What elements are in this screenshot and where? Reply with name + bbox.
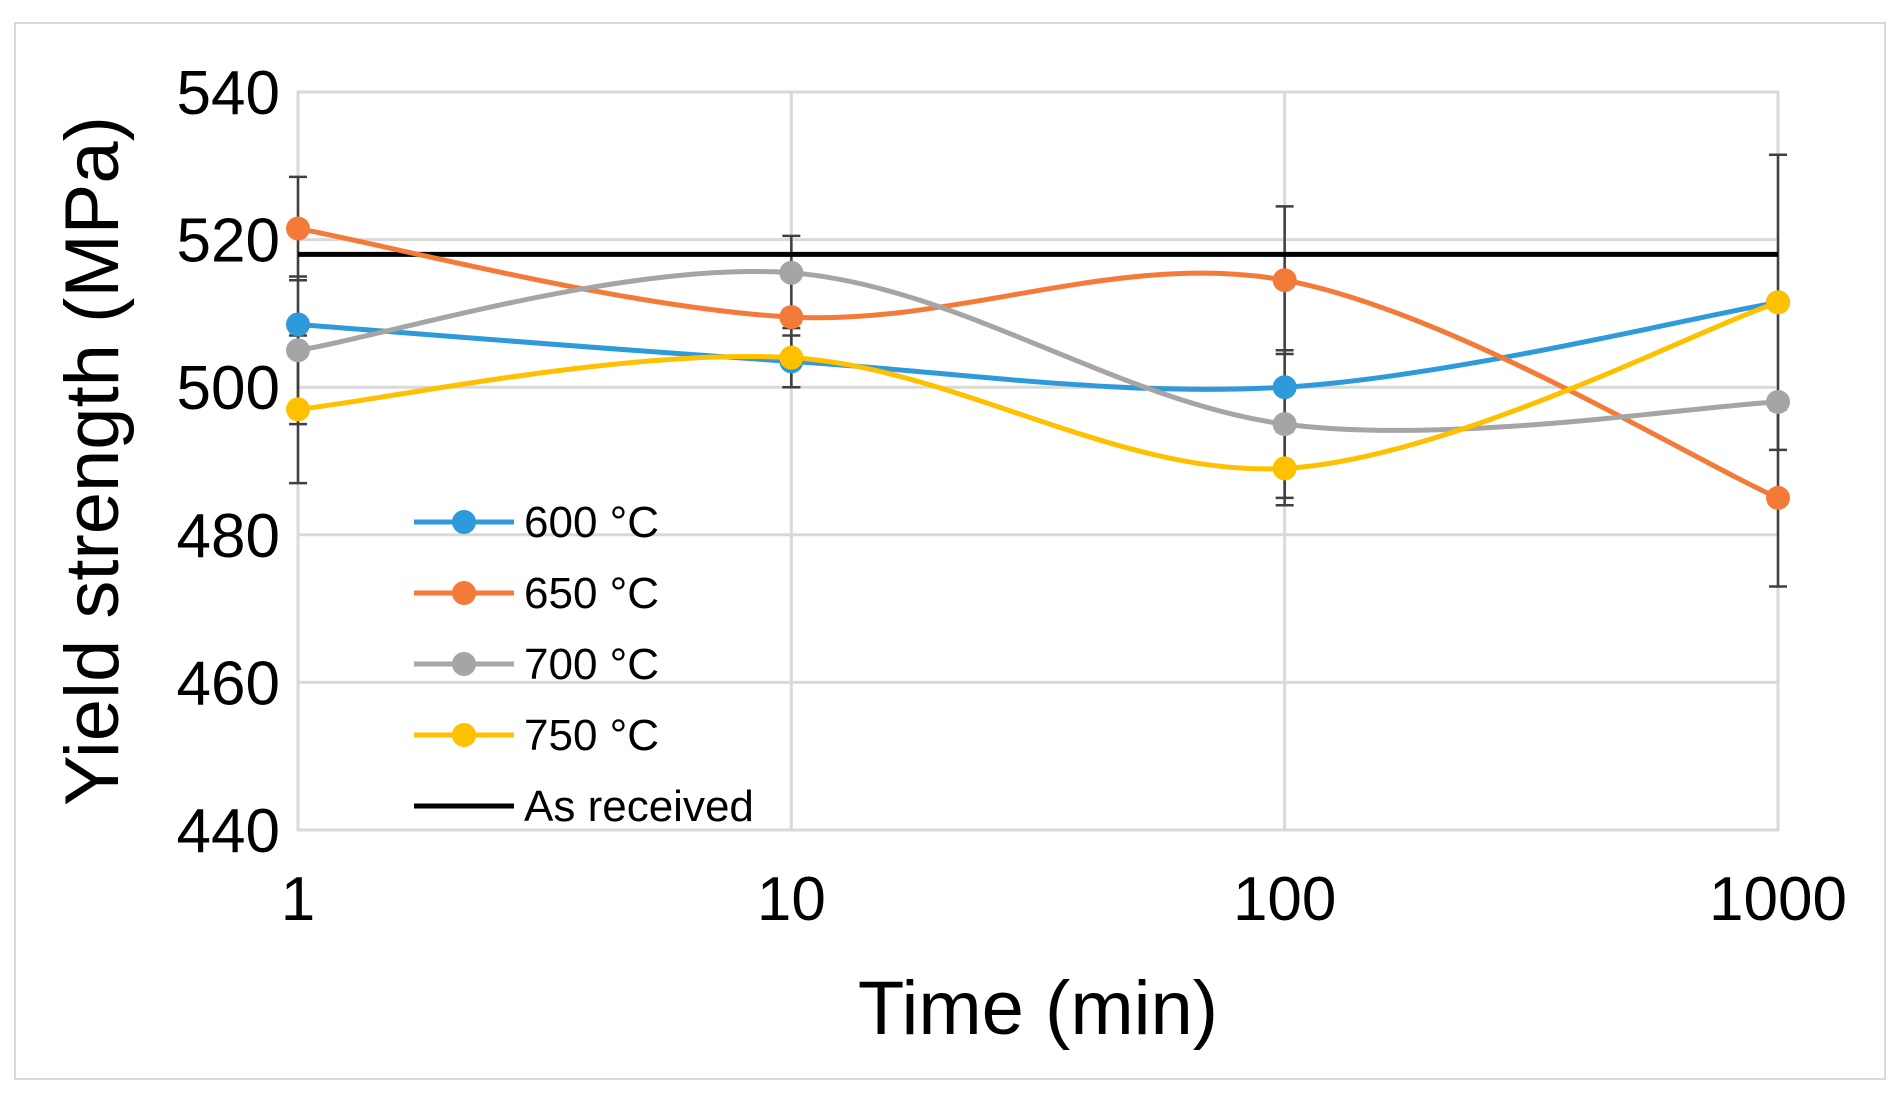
y-tick-label: 480 <box>177 502 280 571</box>
legend-label-750-c: 750 °C <box>524 711 659 760</box>
data-point-750-c <box>779 345 804 370</box>
data-point-700-c <box>1766 389 1790 414</box>
data-point-700-c <box>779 260 804 285</box>
y-tick-label: 520 <box>177 207 280 276</box>
data-point-600-c <box>1272 375 1297 400</box>
legend-marker-700-c <box>452 652 476 676</box>
x-tick-label: 10 <box>757 865 826 934</box>
legend-marker-750-c <box>452 723 476 747</box>
data-point-750-c <box>286 397 310 422</box>
series-markers <box>286 216 1790 510</box>
plot-border <box>296 90 1780 832</box>
data-point-650-c <box>1272 268 1297 293</box>
x-tick-label: 1000 <box>1709 865 1847 934</box>
series-line-650-c <box>297 226 1780 501</box>
series-line-700-c <box>297 269 1779 433</box>
x-axis-ticks: 1 10 100 1000 <box>281 865 1847 934</box>
legend-marker-600-c <box>452 510 476 534</box>
y-tick-label: 500 <box>177 354 280 423</box>
yield-strength-chart: 440 460 480 500 520 540 1 10 100 1000 Time (min)… <box>50 59 1847 1051</box>
legend: 600 °C 650 °C 700 °C 750 °C As received <box>414 498 754 831</box>
series-line-600-c <box>297 299 1779 392</box>
x-axis-title: Time (min) <box>858 966 1218 1051</box>
legend-label-600-c: 600 °C <box>524 498 659 547</box>
data-point-750-c <box>1272 456 1297 481</box>
y-axis-title: Yield strength (MPa) <box>50 116 135 806</box>
data-point-650-c <box>1766 485 1790 510</box>
data-point-700-c <box>1272 412 1297 437</box>
data-point-700-c <box>286 338 310 363</box>
data-point-650-c <box>779 305 804 330</box>
data-point-750-c <box>1766 290 1790 315</box>
plot-area <box>296 90 1780 832</box>
legend-label-700-c: 700 °C <box>524 640 659 689</box>
data-point-650-c <box>286 216 310 241</box>
y-tick-label: 460 <box>177 649 280 718</box>
series-line-750-c <box>297 299 1779 472</box>
chart-frame: 440 460 480 500 520 540 1 10 100 1000 Time (min)… <box>14 22 1886 1080</box>
x-tick-label: 100 <box>1233 865 1336 934</box>
grid-lines <box>296 90 1780 832</box>
y-tick-label: 540 <box>177 59 280 128</box>
y-axis-ticks: 440 460 480 500 520 540 <box>177 59 280 866</box>
y-tick-label: 440 <box>177 797 280 866</box>
legend-label-as-received: As received <box>524 782 754 831</box>
x-tick-label: 1 <box>281 865 315 934</box>
series-lines <box>297 226 1780 501</box>
legend-marker-650-c <box>452 581 476 605</box>
data-point-600-c <box>286 312 310 337</box>
legend-label-650-c: 650 °C <box>524 569 659 618</box>
